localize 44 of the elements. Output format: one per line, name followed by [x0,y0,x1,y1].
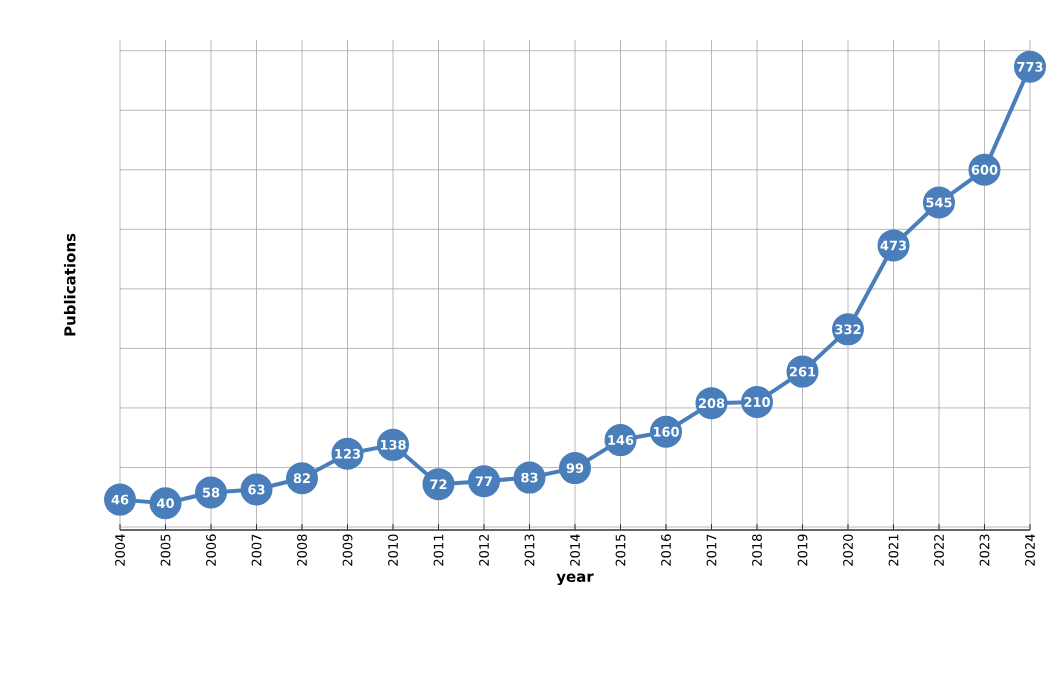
data-label: 83 [521,472,538,483]
x-tick-label: 2020 [843,534,853,566]
x-tick-label: 2019 [797,534,808,566]
x-tick-label: 2023 [979,534,990,566]
x-tick-label: 2004 [115,534,125,566]
data-label: 473 [880,240,907,251]
data-label: 545 [926,197,952,208]
data-label: 58 [202,487,220,498]
data-label: 332 [835,324,861,335]
x-tick-label: 2017 [706,534,717,566]
x-tick-label: 2022 [934,534,944,566]
x-tick-label: 2008 [297,534,307,566]
data-label: 210 [744,397,770,407]
x-tick-label: 2012 [479,534,489,566]
data-label: 773 [1017,61,1043,72]
x-tick-label: 2009 [342,534,353,566]
x-tick-label: 2005 [160,534,171,566]
x-tick-label: 2010 [388,534,398,566]
data-label: 46 [111,494,129,505]
data-label: 63 [248,484,265,495]
data-label: 600 [971,164,998,175]
data-label: 138 [380,439,406,450]
data-label: 72 [430,479,447,489]
x-tick-label: 2013 [524,534,535,566]
x-tick-label: 2024 [1025,534,1035,566]
data-label: 261 [789,366,816,377]
data-label: 160 [653,426,679,437]
x-tick-label: 2007 [251,534,262,566]
x-axis-title: year [556,573,594,586]
data-label: 40 [157,498,174,509]
data-label: 208 [698,398,725,409]
x-tick-label: 2014 [570,534,580,566]
data-label: 123 [335,448,361,459]
x-tick-label: 2011 [433,534,444,566]
x-tick-label: 2015 [615,534,626,566]
data-label: 82 [293,473,310,484]
x-tick-label: 2016 [661,534,671,566]
x-tick-label: 2021 [888,534,899,566]
data-label: 77 [475,476,493,486]
data-label: 99 [566,463,584,473]
y-axis-title: Publications [63,233,76,336]
x-tick-label: 2006 [206,534,216,566]
x-tick-label: 2018 [752,534,762,566]
data-label: 146 [608,435,634,445]
